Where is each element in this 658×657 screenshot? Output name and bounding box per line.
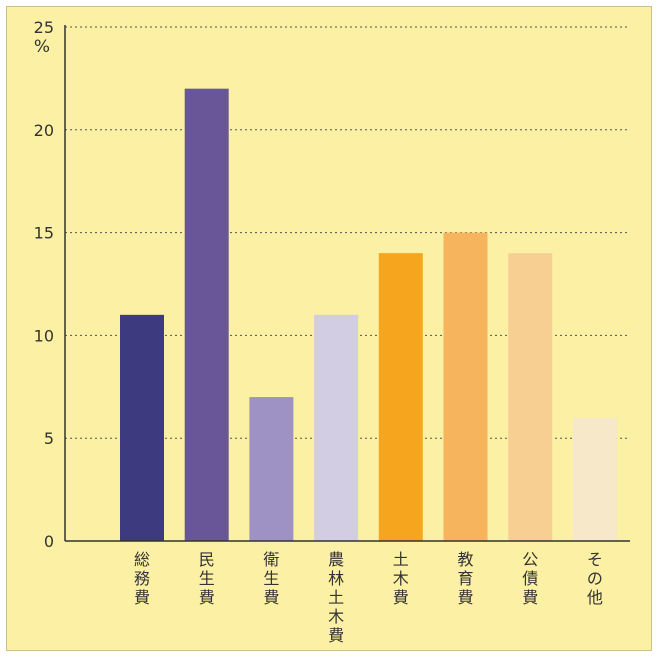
bars <box>120 88 617 542</box>
y-tick-label: 25 <box>34 18 54 37</box>
category-label: 農林土木費 <box>328 550 344 645</box>
bar <box>378 253 423 541</box>
category-label: 民生費 <box>199 550 215 607</box>
y-tick-label: 5 <box>44 429 54 448</box>
axes <box>64 25 630 542</box>
category-label: 土木費 <box>393 550 409 607</box>
bar <box>572 417 617 541</box>
labels: 0 5 10 15 20 25% 総務費 民生費 衛生費 農林土木費 土木費 教育費 公債費 その他 <box>34 18 603 645</box>
bar <box>184 88 229 542</box>
category-label: 教育費 <box>457 550 473 607</box>
category-label: 公債費 <box>522 550 538 607</box>
bar <box>120 314 164 541</box>
bar <box>249 397 294 541</box>
y-tick-label: 15 <box>34 224 54 243</box>
category-label: 総務費 <box>134 550 150 607</box>
bar <box>508 253 553 541</box>
y-tick-label: 10 <box>34 326 54 345</box>
y-tick-label: 20 <box>34 121 54 140</box>
y-tick-label: 0 <box>44 532 54 551</box>
bar <box>443 232 488 541</box>
y-unit-label: % <box>34 37 50 57</box>
bar <box>314 314 359 541</box>
category-label: 衛生費 <box>263 550 279 607</box>
category-label: その他 <box>587 550 603 607</box>
